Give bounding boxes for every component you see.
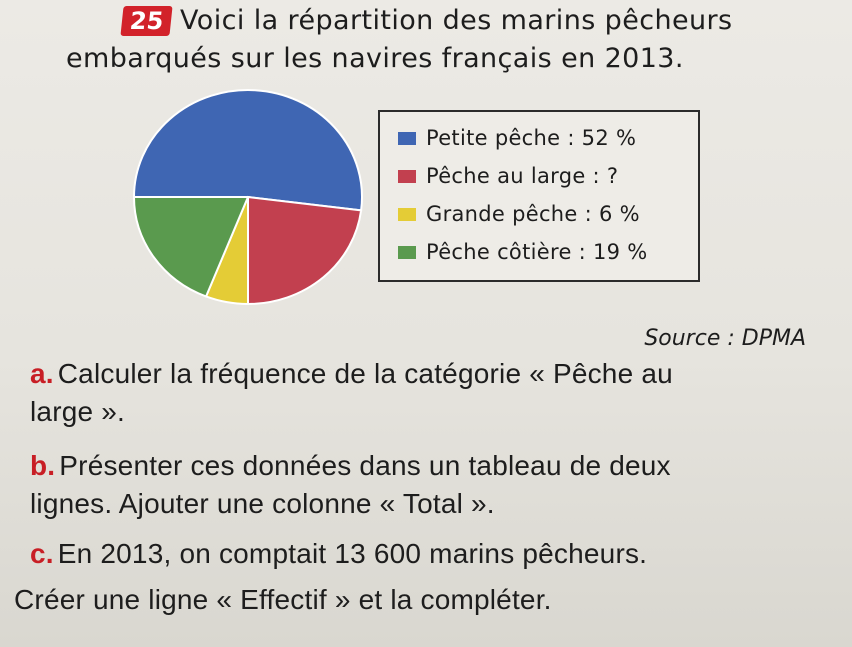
- question-c-line-2: Créer une ligne « Effectif » et la compl…: [14, 584, 552, 615]
- legend-label-petite-peche: Petite pêche : 52 %: [426, 126, 637, 150]
- exercise-number-badge: 25: [120, 6, 173, 36]
- question-b-line-2: lignes. Ajouter une colonne « Total ».: [30, 488, 495, 519]
- legend-item-petite-peche: Petite pêche : 52 %: [398, 120, 636, 156]
- legend-swatch-peche-cotiere: [398, 245, 416, 259]
- pie-slice-peche-au-large: [247, 195, 363, 306]
- question-a-line-1: a. Calculer la fréquence de la catégorie …: [30, 358, 673, 390]
- question-a-line-2: large ».: [30, 396, 125, 427]
- question-c-letter: c.: [30, 538, 54, 569]
- legend-label-peche-au-large: Pêche au large : ?: [426, 164, 619, 188]
- question-c-text-1: En 2013, on comptait 13 600 marins pêche…: [57, 538, 648, 569]
- legend-swatch-peche-au-large: [398, 169, 416, 183]
- legend-label-grande-peche: Grande pêche : 6 %: [426, 202, 640, 226]
- pie-slice-petite-peche: [132, 89, 363, 212]
- question-b-letter: b.: [30, 450, 56, 481]
- chart-legend: Petite pêche : 52 % Pêche au large : ? G…: [378, 110, 700, 282]
- exercise-intro-line-1: Voici la répartition des marins pêcheurs: [180, 5, 733, 36]
- legend-label-peche-cotiere: Pêche côtière : 19 %: [426, 240, 648, 264]
- legend-swatch-petite-peche: [398, 131, 416, 145]
- legend-swatch-grande-peche: [398, 207, 416, 221]
- pie-slice-peche-cotiere: [132, 196, 250, 298]
- question-c-line-1: c. En 2013, on comptait 13 600 marins pêc…: [30, 538, 647, 570]
- question-a-text-1: Calculer la fréquence de la catégorie « …: [57, 358, 673, 389]
- legend-item-peche-au-large: Pêche au large : ?: [398, 158, 618, 194]
- chart-source: Source : DPMA: [644, 326, 806, 351]
- pie-chart: [132, 89, 363, 306]
- question-a-letter: a.: [30, 358, 54, 389]
- legend-item-grande-peche: Grande pêche : 6 %: [398, 196, 640, 232]
- exercise-intro-line-2: embarqués sur les navires français en 20…: [66, 43, 684, 74]
- question-b-text-1: Présenter ces données dans un tableau de…: [59, 450, 671, 481]
- question-b-line-1: b. Présenter ces données dans un tableau …: [30, 450, 671, 482]
- legend-item-peche-cotiere: Pêche côtière : 19 %: [398, 234, 648, 270]
